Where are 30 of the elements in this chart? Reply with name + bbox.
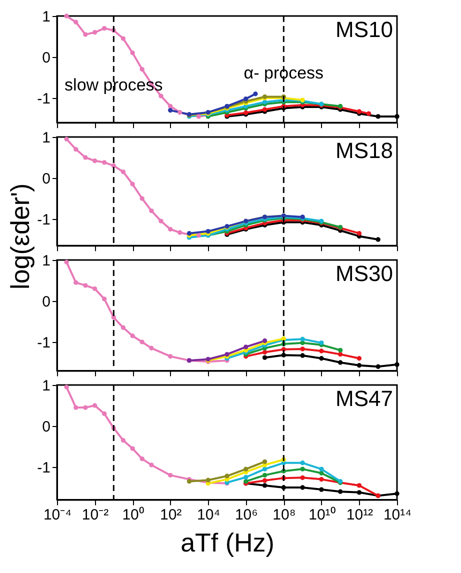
y-tick-label: 1 xyxy=(42,130,50,146)
chart-title: MS30 xyxy=(336,261,393,286)
y-tick-label: 0 xyxy=(42,50,50,66)
chart-title: MS10 xyxy=(336,17,393,42)
y-tick-label: 1 xyxy=(42,252,50,270)
x-axis-title: aTf (Hz) xyxy=(180,527,274,558)
y-tick-label: 0 xyxy=(42,294,50,310)
x-tick-label: 10¹⁰ xyxy=(308,506,336,524)
y-axis-title: log(εder') xyxy=(5,183,35,290)
x-tick-label: 10⁸ xyxy=(272,506,296,524)
y-tick-label: -1 xyxy=(37,334,50,352)
x-tick-label: 10² xyxy=(160,506,182,524)
annotation: slow process xyxy=(64,76,163,95)
y-tick-label: -1 xyxy=(37,212,50,228)
x-tick-label: 10⁶ xyxy=(234,506,258,524)
x-tick-label: 10¹⁴ xyxy=(383,506,412,524)
y-tick-label: 1 xyxy=(42,8,50,26)
y-tick-label: -1 xyxy=(37,90,50,108)
x-tick-label: 10⁴ xyxy=(197,506,220,524)
chart-title: MS18 xyxy=(336,138,393,163)
y-tick-label: 0 xyxy=(42,170,50,188)
y-tick-label: -1 xyxy=(37,460,50,476)
x-tick-label: 10⁻⁴ xyxy=(43,506,72,524)
x-tick-label: 10⁻² xyxy=(82,506,109,524)
x-tick-label: 10¹² xyxy=(346,506,374,524)
chart-title: MS47 xyxy=(336,386,393,411)
x-tick-label: 10⁰ xyxy=(122,506,144,524)
y-tick-label: 0 xyxy=(42,418,50,436)
y-tick-label: 1 xyxy=(42,378,50,394)
annotation: α- process xyxy=(244,63,324,82)
